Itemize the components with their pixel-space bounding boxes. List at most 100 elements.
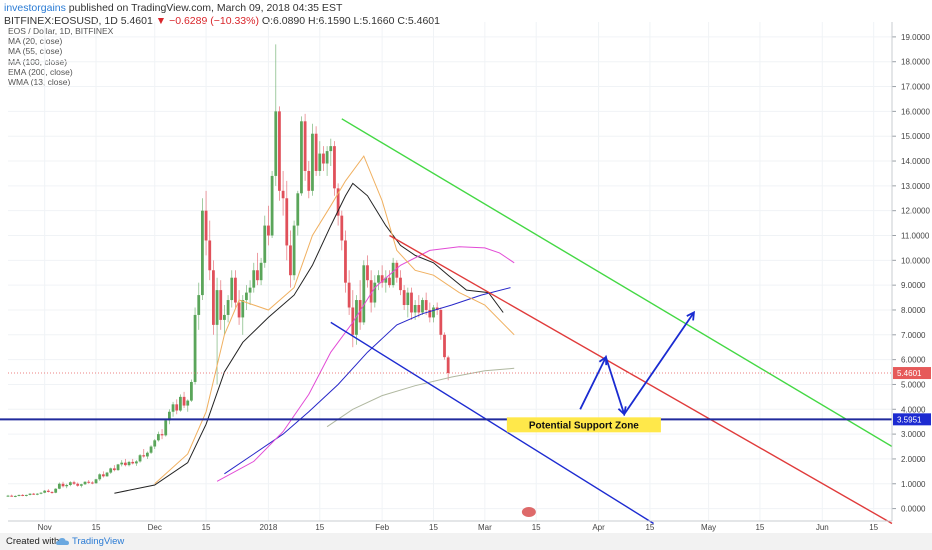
y-tick-label: 18.0000 bbox=[901, 58, 930, 67]
candle-down bbox=[340, 215, 344, 241]
candle-up bbox=[241, 300, 245, 318]
candle-down bbox=[388, 277, 391, 286]
candle-up bbox=[24, 494, 28, 496]
x-tick-label: 15 bbox=[429, 523, 438, 532]
candle-down bbox=[212, 270, 215, 325]
series-line bbox=[114, 182, 504, 494]
candle-up bbox=[252, 270, 256, 288]
candle-up bbox=[94, 479, 98, 484]
candle-up bbox=[43, 490, 47, 493]
event-flag-icon bbox=[521, 507, 536, 517]
candle-down bbox=[175, 404, 179, 411]
legend-title[interactable]: EOS / Dollar, 1D, BITFINEX bbox=[8, 26, 114, 36]
candle-down bbox=[285, 198, 289, 246]
candle-down bbox=[123, 462, 127, 466]
candle-up bbox=[168, 411, 171, 421]
candle-down bbox=[87, 481, 91, 483]
y-tick-label: 3.0000 bbox=[901, 430, 926, 439]
candle-down bbox=[307, 170, 311, 191]
series-line bbox=[224, 287, 511, 475]
candle-up bbox=[54, 488, 58, 493]
publish-line: investorgains published on TradingView.c… bbox=[4, 2, 440, 15]
x-tick-label: Nov bbox=[38, 523, 52, 532]
created-with-text: Created with bbox=[6, 536, 60, 547]
y-tick-label: 16.0000 bbox=[901, 107, 930, 116]
symbol-line: BITFINEX:EOSUSD, 1D 5.4601 ▼ −0.6289 (−1… bbox=[4, 15, 440, 28]
x-tick-label: 15 bbox=[92, 523, 101, 532]
tradingview-brand[interactable]: TradingView bbox=[72, 536, 125, 547]
candle-up bbox=[79, 484, 83, 486]
candle-down bbox=[314, 133, 318, 171]
arrow-head-up-1 bbox=[598, 355, 608, 366]
candle-down bbox=[443, 334, 446, 358]
y-tick-label: 1.0000 bbox=[901, 480, 926, 489]
candle-up bbox=[28, 493, 32, 495]
candle-down bbox=[380, 275, 384, 283]
candle-up bbox=[248, 287, 252, 293]
candle-up bbox=[292, 225, 296, 276]
candle-down bbox=[72, 482, 76, 484]
candle-up bbox=[186, 400, 190, 406]
candle-down bbox=[219, 290, 223, 320]
candle-up bbox=[413, 305, 417, 313]
support-price-label-bg bbox=[893, 413, 931, 426]
axes: 19.0000 18.0000 17.0000 16.0000 15.0000 14.00… bbox=[8, 22, 931, 532]
x-tick-label: May bbox=[701, 523, 716, 532]
author-link[interactable]: investorgains bbox=[4, 2, 66, 14]
candle-down bbox=[347, 282, 351, 308]
arrow-head-up-2 bbox=[686, 310, 695, 321]
price-chart[interactable]: Potential Support Zone 19.0000 18.0000 17.… bbox=[0, 0, 932, 533]
y-tick-label: 2.0000 bbox=[901, 455, 926, 464]
candle-down bbox=[278, 111, 281, 191]
candle-down bbox=[131, 461, 135, 464]
legend-ema200[interactable]: EMA (200, close) bbox=[8, 66, 73, 77]
legend-wma13[interactable]: WMA (13, close) bbox=[8, 77, 71, 88]
x-tick-label: 15 bbox=[532, 523, 541, 532]
x-tick-label: Dec bbox=[148, 523, 162, 532]
green-trendline bbox=[341, 118, 893, 448]
candle-down bbox=[32, 493, 36, 495]
candle-up bbox=[421, 300, 424, 313]
x-tick-label: 15 bbox=[755, 523, 764, 532]
candle-down bbox=[289, 245, 292, 276]
candle-up bbox=[164, 420, 168, 436]
indicator-lines bbox=[114, 155, 515, 494]
candle-up bbox=[201, 210, 204, 296]
legend-ma20[interactable]: MA (20, close) bbox=[8, 36, 63, 47]
candle-up bbox=[373, 282, 377, 303]
candle-down bbox=[234, 277, 237, 303]
candle-up bbox=[17, 494, 21, 496]
candle-down bbox=[303, 121, 307, 171]
candle-up bbox=[68, 482, 72, 486]
tradingview-logo-icon bbox=[56, 538, 69, 545]
candle-down bbox=[10, 495, 14, 497]
candle-down bbox=[281, 190, 285, 199]
candle-up bbox=[138, 455, 142, 462]
candle-up bbox=[193, 314, 197, 382]
candle-up bbox=[318, 153, 322, 171]
series-line bbox=[216, 246, 515, 482]
candle-up bbox=[300, 121, 303, 194]
y-tick-label: 11.0000 bbox=[901, 232, 930, 241]
candle-up bbox=[171, 404, 175, 412]
trendlines bbox=[330, 118, 893, 525]
chart-header: investorgains published on TradingView.c… bbox=[4, 2, 440, 28]
candle-down bbox=[428, 309, 432, 318]
y-tick-label: 14.0000 bbox=[901, 157, 930, 166]
legend-ma55[interactable]: MA (55, close) bbox=[8, 46, 63, 57]
candle-down bbox=[267, 225, 270, 236]
candle-down bbox=[417, 305, 421, 313]
candle-up bbox=[391, 262, 395, 286]
candle-down bbox=[344, 240, 347, 283]
y-tick-label: 15.0000 bbox=[901, 132, 930, 141]
candle-down bbox=[237, 302, 241, 318]
candle-up bbox=[39, 492, 43, 494]
candle-down bbox=[446, 357, 450, 374]
x-tick-label: 2018 bbox=[260, 523, 278, 532]
support-zone-box bbox=[506, 417, 661, 433]
x-tick-label: 15 bbox=[315, 523, 324, 532]
candle-down bbox=[399, 277, 402, 291]
candle-up bbox=[149, 446, 153, 453]
candle-down bbox=[142, 455, 146, 457]
candle-down bbox=[369, 280, 373, 303]
